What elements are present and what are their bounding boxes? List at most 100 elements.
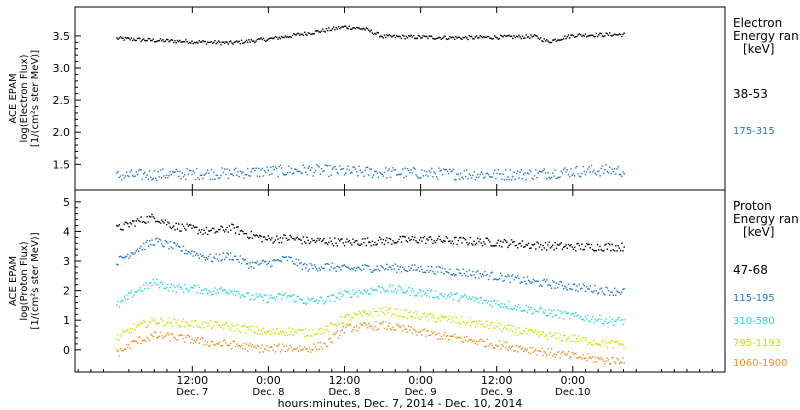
data-point <box>398 325 400 327</box>
data-point <box>448 38 450 40</box>
data-point <box>234 41 237 43</box>
y-tick-label: 1.5 <box>53 158 71 171</box>
data-point <box>340 26 342 29</box>
data-point <box>336 330 338 332</box>
data-point <box>150 39 152 42</box>
data-point <box>312 348 314 351</box>
data-point <box>130 332 133 334</box>
data-point <box>268 237 271 240</box>
data-point <box>458 299 461 301</box>
data-point <box>564 353 566 355</box>
data-point <box>199 327 202 329</box>
data-point <box>541 308 543 310</box>
data-point <box>491 344 493 347</box>
data-point <box>461 242 463 244</box>
data-point <box>452 36 455 39</box>
data-point <box>571 288 573 291</box>
data-point <box>440 293 443 295</box>
data-point <box>500 240 502 242</box>
data-point <box>432 37 434 40</box>
data-point <box>576 35 578 38</box>
data-point <box>418 270 421 272</box>
data-point <box>353 27 355 29</box>
data-point <box>518 277 520 280</box>
data-point <box>128 175 130 178</box>
data-point <box>197 337 199 339</box>
data-point <box>296 236 298 239</box>
data-point <box>169 241 171 243</box>
data-point <box>612 171 614 173</box>
data-point <box>119 175 122 177</box>
data-point <box>575 352 577 354</box>
data-point <box>520 348 522 350</box>
data-point <box>468 296 470 298</box>
data-point <box>272 349 274 351</box>
data-point <box>581 318 583 320</box>
data-point <box>123 257 125 259</box>
data-point <box>159 282 162 284</box>
data-point <box>621 35 623 38</box>
data-point <box>434 334 437 336</box>
data-point <box>455 322 457 324</box>
data-point <box>306 173 308 176</box>
data-point <box>127 253 129 256</box>
data-point <box>518 177 520 179</box>
data-point <box>599 32 601 34</box>
data-point <box>228 169 231 171</box>
data-point <box>244 332 246 334</box>
data-point <box>554 169 556 171</box>
data-point <box>270 266 272 268</box>
data-point <box>473 274 475 276</box>
data-point <box>375 288 377 291</box>
data-point <box>584 33 587 35</box>
data-point <box>302 164 305 166</box>
data-point <box>336 172 338 174</box>
data-point <box>337 238 340 240</box>
data-point <box>236 343 238 345</box>
data-point <box>202 254 204 256</box>
data-point <box>243 259 245 261</box>
data-point <box>451 335 453 337</box>
data-point <box>587 315 589 317</box>
data-point <box>324 343 326 345</box>
data-point <box>221 259 223 261</box>
data-point <box>347 290 349 292</box>
data-point <box>301 268 303 270</box>
y-tick-label: 1 <box>63 314 70 327</box>
data-point <box>151 317 153 319</box>
data-point <box>140 169 142 171</box>
data-point <box>581 172 583 175</box>
data-point <box>552 244 554 246</box>
data-point <box>429 171 432 174</box>
data-point <box>323 238 325 240</box>
data-point <box>472 270 474 273</box>
data-point <box>412 328 415 330</box>
data-point <box>457 269 460 271</box>
data-point <box>560 38 562 41</box>
data-point <box>490 272 492 274</box>
data-point <box>325 300 328 302</box>
data-point <box>328 295 330 298</box>
data-point <box>299 238 301 241</box>
data-point <box>117 300 119 303</box>
data-point <box>619 343 622 345</box>
data-point <box>296 346 298 349</box>
data-point <box>274 166 277 168</box>
data-point <box>294 263 296 265</box>
data-point <box>197 177 199 179</box>
data-point <box>571 334 573 336</box>
data-point <box>429 236 432 238</box>
legend-entry: 175-315 <box>733 126 775 137</box>
data-point <box>319 327 321 330</box>
data-point <box>485 36 487 39</box>
data-point <box>158 286 160 289</box>
data-point <box>247 263 249 265</box>
data-point <box>297 170 300 172</box>
data-point <box>152 244 154 246</box>
data-point <box>393 313 395 316</box>
data-point <box>311 167 313 169</box>
data-point <box>463 321 466 324</box>
data-point <box>610 362 612 365</box>
data-point <box>140 216 142 218</box>
data-point <box>592 248 594 251</box>
